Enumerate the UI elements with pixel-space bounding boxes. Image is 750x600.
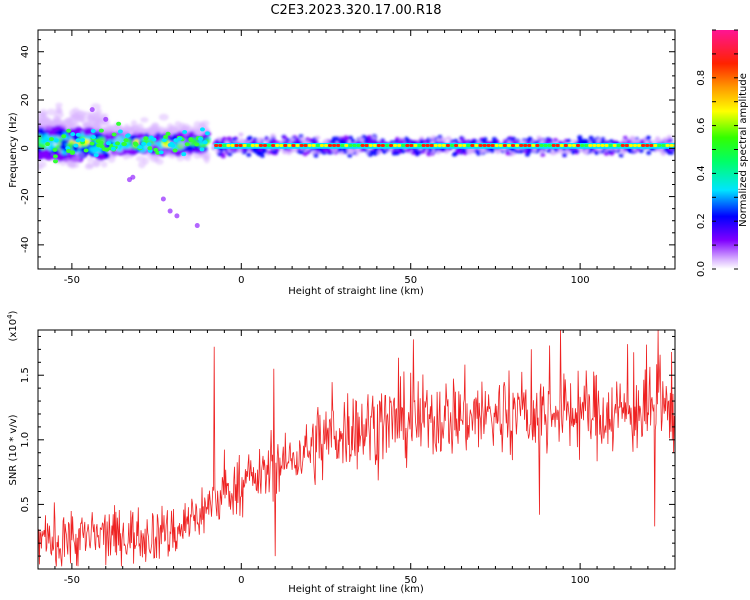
snr-scale-suffix: ) (8, 310, 19, 314)
spectrogram-ylabel: Frequency (Hz) (8, 112, 19, 188)
colorbar-tick-label: 0.0 (696, 261, 707, 277)
colorbar-tick-label: 0.6 (696, 118, 707, 134)
figure-title: C2E3.2023.320.17.00.R18 (270, 3, 441, 18)
scatter-point (174, 213, 180, 219)
snr-xlabel: Height of straight line (km) (288, 584, 424, 595)
spectrogram-ridge (45, 121, 675, 164)
x-tick-label: 100 (571, 575, 590, 586)
y-tick-label: 0 (20, 145, 31, 151)
snr-frame (37, 329, 676, 570)
colorbar: 0.0 0.2 0.4 0.6 0.8 Normalized spectral ampl… (696, 29, 749, 277)
x-tick-label: 50 (404, 275, 417, 286)
y-tick-label: 1.5 (20, 367, 31, 383)
spectrogram-xlabel: Height of straight line (km) (288, 286, 424, 297)
snr-scale-exponent: 4 (6, 314, 14, 319)
spectrogram-frame (37, 29, 676, 270)
snr-ylabel: SNR (10 * v/v) (8, 414, 19, 485)
scatter-point (103, 116, 109, 122)
x-tick-label: 0 (238, 275, 244, 286)
scatter-point (194, 223, 200, 229)
colorbar-ticks: 0.0 0.2 0.4 0.6 0.8 (696, 29, 738, 277)
snr-series-line (38, 330, 675, 567)
x-tick-label: -50 (64, 575, 80, 586)
y-tick-label: -40 (20, 237, 31, 253)
x-tick-label: -50 (64, 275, 80, 286)
y-tick-label: 0.5 (20, 496, 31, 512)
snr-scale-note: (x104) (6, 310, 19, 341)
y-tick-label: 20 (20, 94, 31, 107)
x-tick-label: 100 (571, 275, 590, 286)
y-tick-label: -20 (20, 188, 31, 204)
scatter-point (89, 107, 95, 113)
snr-panel: -50 0 50 100 0.5 1.0 1.5 Height of straight li… (6, 310, 676, 595)
colorbar-label: Normalized spectral amplitude (738, 73, 749, 227)
x-tick-label: 50 (404, 575, 417, 586)
x-tick-label: 0 (238, 575, 244, 586)
y-tick-label: 40 (20, 45, 31, 58)
colorbar-gradient (712, 30, 738, 269)
spectrogram-ticks: -50 0 50 100 -40 -20 0 20 40 (20, 30, 675, 286)
colorbar-tick-label: 0.4 (696, 165, 707, 181)
spectrogram-panel: -50 0 50 100 -40 -20 0 20 40 Height of straight … (8, 29, 676, 297)
colorbar-tick-label: 0.8 (696, 70, 707, 86)
spectrogram-image (38, 102, 675, 229)
snr-scale-prefix: (x10 (8, 319, 19, 342)
y-tick-label: 1.0 (20, 432, 31, 448)
scatter-point (167, 208, 173, 214)
colorbar-tick-label: 0.2 (696, 213, 707, 229)
snr-ticks: -50 0 50 100 0.5 1.0 1.5 (20, 330, 675, 586)
scatter-point (160, 196, 166, 202)
scatter-point (130, 174, 136, 180)
svg-text:(x104): (x104) (6, 310, 19, 341)
